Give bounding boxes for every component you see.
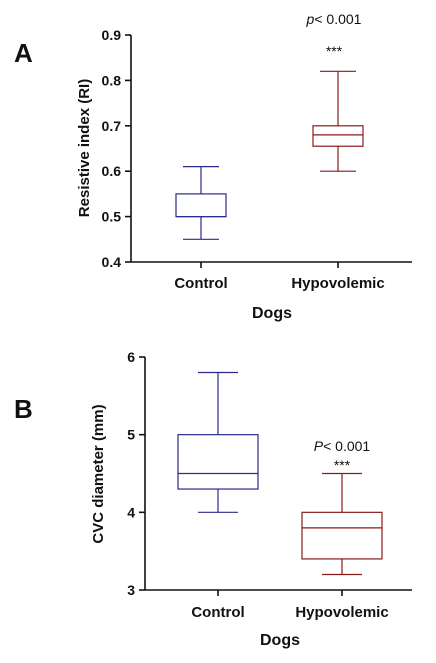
panel-b-box	[177, 434, 259, 490]
panel-b-p-rest: < 0.001	[323, 438, 370, 454]
panel-a-y-tick-label: 0.6	[102, 163, 122, 179]
panel-b-y-tick-label: 6	[127, 349, 135, 365]
panel-b-y-tick-label: 4	[127, 504, 135, 520]
panel-b-y-tick-label: 3	[127, 582, 135, 598]
panel-a-box	[175, 193, 227, 218]
panel-b-x-axis-label: Dogs	[260, 632, 300, 649]
panel-a-chart: A Resistive index (RI) Dogs p< 0.001 ***…	[14, 11, 412, 322]
panel-b-chart: B CVC diameter (mm) Dogs P< 0.001 *** 3 4…	[14, 349, 412, 649]
panel-b-p-prefix: P	[314, 438, 324, 454]
panel-a-y-tick-label: 0.8	[102, 72, 122, 88]
panel-a-y-tick-label: 0.7	[102, 118, 122, 134]
panel-a-y-tick-label: 0.5	[102, 209, 122, 225]
panel-a-significance-stars: ***	[326, 43, 343, 59]
panel-a-x-tick-label: Hypovolemic	[291, 275, 384, 292]
panel-b-box	[301, 511, 383, 560]
panel-b-y-tick-label: 5	[127, 427, 135, 443]
panel-b-significance-stars: ***	[334, 457, 351, 473]
panel-a-y-tick-label: 0.9	[102, 27, 122, 43]
panel-a-x-axis-label: Dogs	[252, 305, 292, 322]
panel-a-y-axis-label: Resistive index (RI)	[76, 79, 93, 217]
panel-a-p-value: p< 0.001	[306, 11, 362, 27]
panel-a-p-prefix: p	[306, 11, 315, 27]
panel-a-p-rest: < 0.001	[314, 11, 361, 27]
panel-b-p-value: P< 0.001	[314, 438, 371, 454]
panel-b-y-axis-label: CVC diameter (mm)	[90, 404, 107, 543]
panel-a-letter: A	[14, 38, 33, 68]
panel-b-letter: B	[14, 394, 33, 424]
panel-b-x-tick-label: Control	[191, 604, 244, 621]
panel-b-x-tick-label: Hypovolemic	[295, 604, 388, 621]
panel-a-x-tick-label: Control	[174, 275, 227, 292]
panel-a-y-tick-label: 0.4	[102, 254, 122, 270]
panel-a-box	[312, 125, 364, 147]
